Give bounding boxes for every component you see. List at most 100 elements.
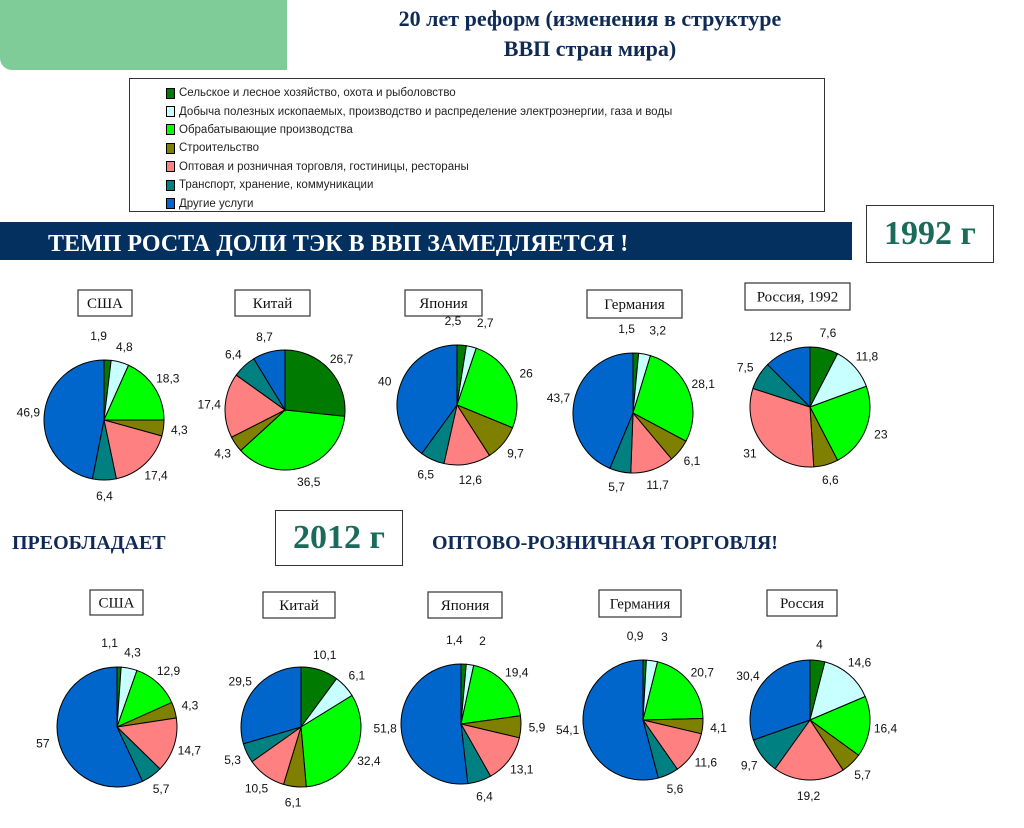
legend-swatch: [166, 198, 175, 210]
pie-data-label: 17,4: [198, 397, 222, 411]
pie-slice: [240, 409, 346, 471]
pie-data-label: 4,3: [182, 699, 199, 713]
legend-swatch: [166, 87, 175, 99]
pie-title-box: [586, 289, 683, 319]
pie-data-label: 6,1: [285, 796, 302, 810]
decorative-green-block: [0, 0, 287, 70]
pie-data-label: 3: [661, 630, 668, 644]
pie-title-box: [427, 591, 503, 619]
legend-item: Другие услуги: [166, 194, 824, 212]
pie-data-label: 5,7: [153, 782, 170, 796]
title-line-2: ВВП стран мира): [503, 36, 677, 61]
pie-data-label: 6,4: [476, 789, 493, 803]
pie-data-label: 32,4: [357, 754, 381, 768]
pie-data-label: 10,1: [313, 648, 337, 662]
pie-title-box: [262, 591, 336, 619]
pie-title: Россия: [780, 596, 824, 612]
legend-swatch: [166, 142, 175, 154]
pie-data-label: 54,1: [556, 723, 580, 737]
pie-title-box: [77, 289, 133, 317]
pie-slice: [115, 717, 178, 770]
pie-data-label: 2,5: [445, 314, 462, 328]
legend-label: Другие услуги: [179, 197, 254, 210]
pie-data-label: 1,4: [446, 633, 463, 647]
pie-title: Германия: [610, 597, 671, 613]
pie-data-label: 11,6: [695, 756, 718, 770]
pie-title: Япония: [419, 296, 468, 312]
pie-slice: [809, 385, 871, 461]
pie-data-label: 31: [743, 447, 757, 461]
pie-slice: [300, 694, 362, 788]
pie-data-label: 43,7: [547, 391, 571, 405]
pie-data-label: 4,3: [124, 646, 141, 660]
pie-data-label: 18,3: [156, 372, 180, 386]
pie-data-label: 14,7: [178, 743, 202, 757]
pie-data-label: 51,8: [373, 721, 397, 735]
pie-data-label: 5,6: [667, 782, 684, 796]
pie-slice: [253, 349, 286, 412]
pie-data-label: 5,7: [854, 768, 871, 782]
pie-data-label: 6,1: [349, 668, 366, 682]
pie-slice: [400, 663, 469, 785]
pie-data-label: 30,4: [736, 669, 760, 683]
pie-data-label: 7,6: [820, 326, 837, 340]
pie-data-label: 16,4: [874, 722, 898, 736]
pie-data-label: 2: [479, 634, 486, 648]
pie-title-box: [766, 589, 838, 617]
pie-data-label: 4,1: [710, 721, 727, 735]
pie-data-label: 14,6: [848, 655, 872, 669]
pie-slice: [103, 364, 165, 421]
page-title: 20 лет реформ (изменения в структуре ВВП…: [300, 4, 880, 64]
pie-slice: [642, 661, 704, 721]
pie-data-label: 19,4: [505, 665, 529, 679]
mid-left-text: ПРЕОБЛАДАЕТ: [12, 532, 166, 554]
legend-item: Добыча полезных ископаемых, производство…: [166, 102, 824, 120]
pie-title: США: [87, 296, 123, 312]
pie-data-label: 12,9: [157, 664, 181, 678]
pie-data-label: 40: [378, 375, 392, 389]
legend-label: Добыча полезных ископаемых, производство…: [179, 105, 673, 118]
legend-item: Сельское и лесное хозяйство, охота и рыб…: [166, 84, 824, 102]
pie-data-label: 12,6: [459, 473, 483, 487]
pie-data-label: 9,7: [741, 759, 758, 773]
pie-slice: [224, 374, 286, 438]
pie-data-label: 29,5: [229, 674, 253, 688]
legend-label: Оптовая и розничная торговля, гостиницы,…: [179, 160, 469, 173]
pie-title-box: [598, 589, 682, 618]
pie-data-label: 5,3: [224, 753, 241, 767]
pie-data-label: 6,4: [96, 489, 113, 503]
pie-data-label: 1,1: [101, 636, 118, 650]
pie-data-label: 6,4: [225, 347, 242, 361]
pie-title-box: [404, 289, 483, 317]
legend-label: Обрабатывающие производства: [179, 123, 353, 136]
pie-title-box: [89, 589, 144, 616]
pie-data-label: 36,5: [297, 475, 321, 489]
pie-data-label: 8,7: [256, 330, 273, 344]
year-1992-box: 1992 г: [866, 205, 994, 263]
pie-data-label: 5,7: [608, 480, 625, 494]
legend-item: Транспорт, хранение, коммуникации: [166, 176, 824, 194]
pie-data-label: 11,8: [856, 350, 879, 364]
pie-data-label: 26: [519, 367, 533, 381]
pie-title: Китай: [279, 598, 318, 614]
pie-data-label: 5,9: [529, 721, 546, 735]
pie-data-label: 57: [36, 737, 50, 751]
mid-right-text: ОПТОВО-РОЗНИЧНАЯ ТОРГОВЛЯ!: [432, 532, 778, 554]
pie-data-label: 17,4: [144, 468, 168, 482]
pie-title: Россия, 1992: [757, 290, 839, 306]
pie-data-label: 46,9: [17, 406, 41, 420]
pie-slice: [774, 719, 844, 781]
legend-label: Сельское и лесное хозяйство, охота и рыб…: [179, 87, 456, 100]
pie-data-label: 13,1: [510, 763, 534, 777]
pie-data-label: 6,1: [684, 454, 701, 468]
year-2012-box: 2012 г: [275, 510, 403, 566]
pie-data-label: 26,7: [330, 352, 354, 366]
pie-title-box: [744, 282, 851, 311]
pie-slice: [809, 661, 866, 721]
pie-data-label: 6,5: [417, 467, 434, 481]
pie-slice: [240, 666, 302, 745]
pie-data-label: 1,5: [618, 322, 635, 336]
legend-swatch: [166, 124, 175, 136]
pie-data-label: 28,1: [692, 377, 716, 391]
